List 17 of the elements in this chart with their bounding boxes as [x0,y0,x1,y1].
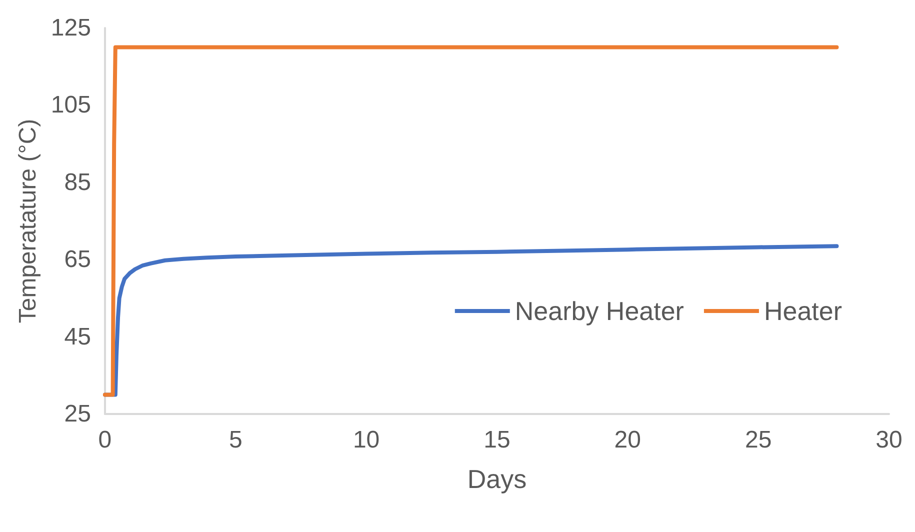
y-tick-label: 125 [50,14,91,42]
x-tick-label: 5 [228,426,242,454]
y-tick-label: 85 [64,168,91,196]
y-tick-label: 45 [64,323,91,350]
x-tick-label: 25 [744,426,772,454]
y-tick-label: 25 [64,400,91,428]
y-tick-label: 65 [64,246,91,274]
x-tick-label: 20 [614,426,641,454]
legend-label: Heater [764,296,842,326]
y-tick-label: 105 [50,92,91,119]
x-tick-label: 0 [98,426,112,454]
x-tick-label: 10 [352,426,380,454]
x-axis-title: Days [467,464,527,494]
y-axis-title: Temperatature (°C) [14,118,42,324]
x-tick-label: 30 [876,426,902,454]
x-tick-label: 15 [484,426,510,454]
legend-label: Nearby Heater [514,296,684,326]
